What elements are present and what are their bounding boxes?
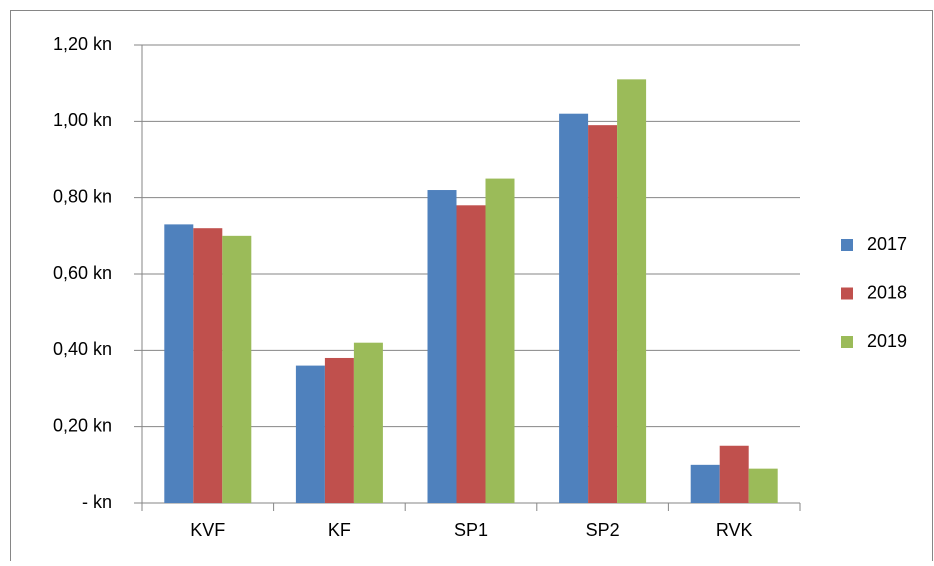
y-tick-label: 1,20 kn — [53, 34, 112, 54]
bar — [427, 190, 457, 504]
x-tick-label: RVK — [716, 520, 753, 540]
y-tick-label: 0,40 kn — [53, 339, 112, 359]
bar — [164, 224, 194, 503]
y-tick-label: - kn — [82, 492, 112, 512]
bar — [324, 357, 354, 503]
bar — [222, 235, 252, 504]
legend-label: 2018 — [867, 282, 907, 302]
legend-swatch — [841, 239, 853, 251]
x-tick-label: SP1 — [454, 520, 488, 540]
y-tick-label: 0,80 kn — [53, 186, 112, 206]
x-tick-label: KVF — [190, 520, 225, 540]
bar — [748, 468, 778, 503]
legend-swatch — [841, 287, 853, 300]
y-tick-label: 1,00 kn — [53, 110, 112, 130]
bar — [617, 79, 647, 503]
bar — [588, 125, 618, 504]
legend-label: 2019 — [867, 331, 907, 351]
bar — [559, 113, 589, 503]
bar — [295, 365, 325, 503]
bar — [719, 445, 749, 503]
bar — [353, 342, 383, 503]
y-tick-label: 0,20 kn — [53, 415, 112, 435]
x-tick-label: SP2 — [586, 520, 620, 540]
bar — [193, 228, 223, 503]
legend-swatch — [841, 336, 853, 348]
bar — [485, 178, 515, 504]
bar — [456, 205, 486, 504]
x-tick-label: KF — [328, 520, 351, 540]
y-tick-label: 0,60 kn — [53, 263, 112, 283]
legend-label: 2017 — [867, 234, 907, 254]
bar — [690, 464, 720, 503]
